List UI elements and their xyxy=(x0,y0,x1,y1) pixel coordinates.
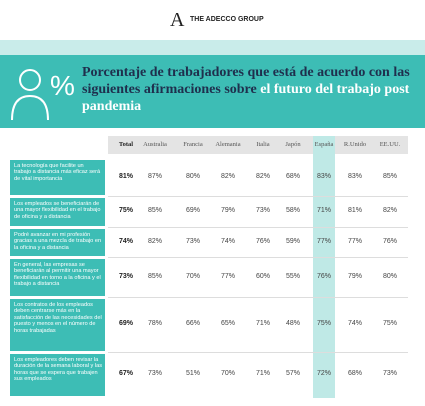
row-label: La tecnología que facilite un trabajo a … xyxy=(14,163,101,182)
cell: 65% xyxy=(220,320,235,327)
cell: 55% xyxy=(285,272,300,280)
row-label-box xyxy=(10,299,105,351)
cell: 51% xyxy=(185,370,200,377)
logo-mark: A xyxy=(170,9,185,31)
row-divider xyxy=(108,257,408,258)
cell: 76% xyxy=(255,237,270,245)
cell: 77% xyxy=(347,237,362,245)
row-divider xyxy=(108,196,408,197)
cell: 74% xyxy=(220,237,235,245)
row-label: En general, las empresas se beneficiarán… xyxy=(14,262,101,288)
cell: 80% xyxy=(382,272,397,280)
cell: 71% xyxy=(255,370,270,377)
column-header: Francia xyxy=(183,141,203,148)
row-divider xyxy=(108,352,408,353)
column-header: R.Unido xyxy=(343,141,367,148)
cell: 82% xyxy=(255,172,270,180)
row-label-box xyxy=(10,354,105,396)
cell: 76% xyxy=(316,272,331,280)
row-divider xyxy=(108,297,408,298)
cell: 75% xyxy=(316,320,331,327)
cell: 59% xyxy=(285,237,300,245)
cell: 48% xyxy=(285,320,300,327)
cell: 77% xyxy=(316,237,331,245)
row-label: Los contratos de los empleados deben cen… xyxy=(14,302,102,334)
cell: 67% xyxy=(118,370,133,377)
cell: 79% xyxy=(220,207,235,214)
cell: 60% xyxy=(255,272,270,280)
title: Porcentaje de trabajadores que está de a… xyxy=(82,64,412,115)
percent-icon: % xyxy=(50,70,75,101)
row-label: Los empleadores deben revisar la duració… xyxy=(14,357,102,383)
column-header: Alemania xyxy=(215,141,241,148)
cell: 66% xyxy=(185,320,200,327)
cell: 69% xyxy=(118,320,133,327)
person-icon xyxy=(11,69,49,121)
brand: THE ADECCO GROUP xyxy=(190,16,264,23)
cell: 78% xyxy=(147,320,162,327)
row-label-box xyxy=(10,259,105,296)
cell: 82% xyxy=(220,172,235,180)
cell: 70% xyxy=(220,370,235,377)
cell: 74% xyxy=(118,237,133,245)
band xyxy=(0,40,425,55)
cell: 81% xyxy=(118,172,133,180)
cell: 73% xyxy=(185,237,200,245)
cell: 73% xyxy=(147,370,162,377)
cell: 75% xyxy=(118,207,133,214)
cell: 69% xyxy=(185,207,200,214)
cell: 57% xyxy=(285,370,300,377)
cell: 77% xyxy=(220,272,235,280)
cell: 71% xyxy=(255,320,270,327)
cell: 83% xyxy=(316,172,331,180)
row-label: Los empleados se beneficiarán de una may… xyxy=(14,201,101,220)
spain-highlight xyxy=(313,136,335,398)
column-header: EE.UU. xyxy=(379,141,401,148)
cell: 80% xyxy=(185,172,200,180)
row-divider xyxy=(108,227,408,228)
title-box xyxy=(0,55,425,128)
cell: 74% xyxy=(347,320,362,327)
cell: 73% xyxy=(255,207,270,214)
cell: 71% xyxy=(316,207,331,214)
cell: 87% xyxy=(147,172,162,180)
cell: 85% xyxy=(147,207,162,214)
cell: 85% xyxy=(147,272,162,280)
cell: 76% xyxy=(382,237,397,245)
cell: 82% xyxy=(382,207,397,214)
row-label-box xyxy=(10,198,105,226)
cell: 82% xyxy=(147,237,162,245)
column-header: Australia xyxy=(143,141,167,148)
cell: 58% xyxy=(285,207,300,214)
cell: 85% xyxy=(382,172,397,180)
title-main: Porcentaje de trabajadores que está de a… xyxy=(82,65,410,97)
cell: 70% xyxy=(185,272,200,280)
cell: 83% xyxy=(347,172,362,180)
column-header: Italia xyxy=(256,141,270,148)
row-label-box xyxy=(10,160,105,195)
row-label-box xyxy=(10,229,105,256)
cell: 75% xyxy=(382,320,397,327)
row-label: Podré avanzar en mi profesión gracias a … xyxy=(14,232,102,251)
column-header: Japón xyxy=(285,141,301,148)
cell: 73% xyxy=(382,370,397,377)
cell: 68% xyxy=(347,370,362,377)
cell: 79% xyxy=(347,272,362,280)
column-header: Total xyxy=(118,141,134,148)
cell: 73% xyxy=(118,272,133,280)
title-highlight: el futuro del trabajo post pandemia xyxy=(82,82,410,114)
cell: 81% xyxy=(347,207,362,214)
column-header: España xyxy=(314,141,334,148)
cell: 72% xyxy=(316,370,331,377)
cell: 68% xyxy=(285,172,300,180)
